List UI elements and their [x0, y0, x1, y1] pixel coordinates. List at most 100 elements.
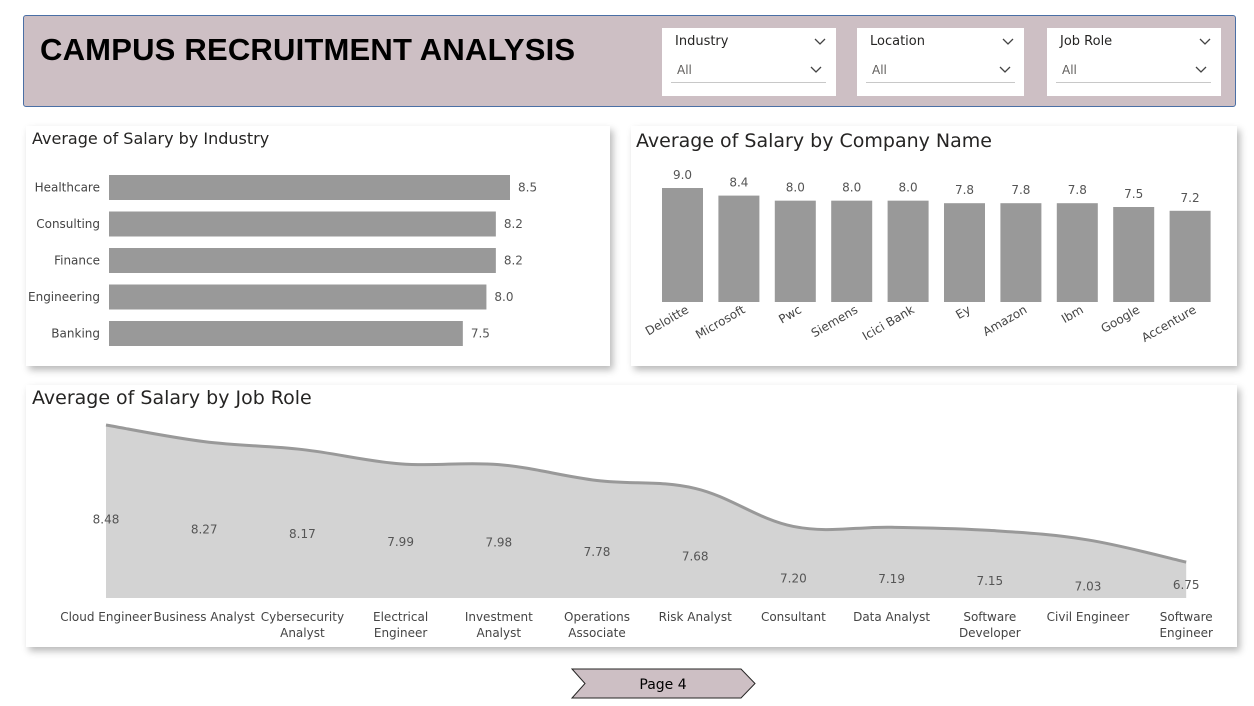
company-value-label: 8.0	[899, 181, 918, 195]
job-role-slicer-label: Job Role	[1060, 34, 1113, 49]
company-bar	[887, 200, 929, 302]
company-bar-chart: 9.0 Deloitte 8.4 Microsoft 8.0 Pwc 8.0 Siemens 8…	[643, 168, 1211, 345]
company-category-label: Ey	[953, 302, 973, 321]
industry-dropdown[interactable]: All	[671, 57, 826, 83]
job-role-value-label: 7.98	[485, 536, 512, 550]
industry-value-label: 8.5	[518, 181, 537, 195]
industry-slicer-label: Industry	[675, 34, 729, 49]
job-role-category-label: Consultant	[761, 610, 826, 624]
job-role-value-label: 8.27	[191, 522, 218, 536]
company-bar	[1000, 203, 1042, 302]
industry-category-label: Banking	[51, 327, 100, 341]
job-role-value-label: 7.68	[682, 549, 709, 563]
job-role-value-label: 7.19	[878, 572, 905, 586]
industry-category-label: Healthcare	[35, 181, 100, 195]
industry-value-label: 7.5	[471, 327, 490, 341]
location-slicer-label: Location	[870, 34, 925, 49]
job-role-value-label: 8.17	[289, 527, 316, 541]
job-role-category-label: Civil Engineer	[1047, 610, 1130, 624]
page-title: CAMPUS RECRUITMENT ANALYSIS	[40, 32, 576, 67]
company-category-label: Google	[1099, 302, 1143, 335]
chevron-down-icon[interactable]	[1002, 38, 1014, 46]
location-dropdown[interactable]: All	[866, 57, 1015, 83]
company-value-label: 7.2	[1181, 191, 1200, 205]
location-slicer[interactable]: Location All	[857, 28, 1024, 96]
company-bar	[774, 200, 816, 302]
job-role-category-label: Electrical Engineer	[373, 610, 428, 640]
salary-by-company-card: Average of Salary by Company Name 9.0 Del…	[631, 126, 1237, 366]
company-value-label: 8.0	[786, 181, 805, 195]
industry-dropdown-value: All	[677, 63, 692, 77]
company-category-label: Deloitte	[643, 302, 691, 338]
job-role-chart-title: Average of Salary by Job Role	[32, 387, 312, 409]
chevron-down-icon[interactable]	[814, 38, 826, 46]
job-role-category-label: Operations Associate	[564, 610, 630, 640]
job-role-line	[105, 423, 1187, 564]
industry-bar	[109, 321, 463, 346]
industry-bar	[109, 175, 510, 200]
company-category-label: Amazon	[980, 302, 1029, 338]
company-value-label: 9.0	[673, 168, 692, 182]
job-role-value-label: 8.48	[93, 513, 120, 527]
job-role-category-label: Investment Analyst	[465, 610, 533, 640]
company-value-label: 8.4	[729, 176, 748, 190]
company-category-label: Microsoft	[693, 302, 748, 342]
job-role-dropdown-value: All	[1062, 63, 1077, 77]
company-bar	[831, 200, 873, 302]
salary-by-job-role-card: Average of Salary by Job Role 8.48 8.27 8.…	[26, 385, 1237, 647]
job-role-value-label: 6.75	[1173, 578, 1200, 592]
industry-chart-title: Average of Salary by Industry	[32, 129, 270, 148]
header-banner: CAMPUS RECRUITMENT ANALYSIS Industry All…	[23, 15, 1236, 107]
industry-bar	[109, 284, 487, 310]
industry-value-label: 8.0	[494, 290, 513, 304]
industry-bar	[109, 248, 496, 273]
job-role-area	[106, 425, 1187, 598]
industry-slicer[interactable]: Industry All	[662, 28, 836, 96]
industry-bar	[109, 211, 496, 237]
industry-bar-chart: Healthcare 8.5 Consulting 8.2 Finance 8.2 Engi…	[28, 175, 537, 346]
chevron-down-icon[interactable]	[999, 66, 1011, 74]
company-category-label: Accenture	[1139, 302, 1198, 344]
job-role-value-label: 7.20	[780, 571, 807, 585]
company-value-label: 7.5	[1124, 187, 1143, 201]
job-role-value-label: 7.78	[584, 545, 611, 559]
company-category-label: Ibm	[1059, 302, 1086, 326]
page-label: Page 4	[639, 677, 686, 693]
company-value-label: 7.8	[1068, 183, 1087, 197]
company-bar	[1113, 207, 1155, 302]
job-role-category-label: Cloud Engineer	[60, 610, 152, 624]
job-role-category-label: Business Analyst	[154, 610, 256, 624]
industry-value-label: 8.2	[504, 254, 523, 268]
industry-category-label: Engineering	[28, 290, 100, 304]
job-role-category-label: Software Engineer	[1159, 610, 1213, 640]
company-category-label: Siemens	[809, 302, 860, 340]
company-bar	[1056, 203, 1098, 302]
chevron-down-icon[interactable]	[810, 66, 822, 74]
job-role-category-label: Cybersecurity Analyst	[261, 610, 344, 640]
job-role-dropdown[interactable]: All	[1056, 57, 1211, 83]
job-role-value-label: 7.15	[976, 574, 1003, 588]
company-value-label: 7.8	[1011, 183, 1030, 197]
location-dropdown-value: All	[872, 63, 887, 77]
job-role-slicer[interactable]: Job Role All	[1047, 28, 1221, 96]
job-role-value-label: 7.03	[1075, 579, 1102, 593]
job-role-area-chart: 8.48 8.27 8.17 7.99 7.98 7.78 7.68 7.20 7.19 7.15…	[60, 423, 1213, 640]
page-4-button[interactable]: Page 4	[571, 668, 757, 699]
salary-by-industry-card: Average of Salary by Industry Healthcare…	[26, 126, 610, 366]
company-value-label: 7.8	[955, 183, 974, 197]
job-role-category-label: Software Developer	[959, 610, 1021, 640]
company-bar	[944, 203, 985, 302]
industry-category-label: Consulting	[36, 217, 100, 231]
job-role-value-label: 7.99	[387, 535, 414, 549]
chevron-down-icon[interactable]	[1195, 66, 1207, 74]
company-bar	[662, 188, 703, 302]
company-chart-title: Average of Salary by Company Name	[636, 130, 992, 152]
company-bar	[718, 195, 760, 302]
company-value-label: 8.0	[842, 181, 861, 195]
chevron-down-icon[interactable]	[1199, 38, 1211, 46]
company-bar	[1169, 210, 1211, 302]
industry-value-label: 8.2	[504, 217, 523, 231]
job-role-category-label: Data Analyst	[853, 610, 930, 624]
company-category-label: Icici Bank	[860, 302, 917, 343]
company-category-label: Pwc	[776, 302, 803, 326]
